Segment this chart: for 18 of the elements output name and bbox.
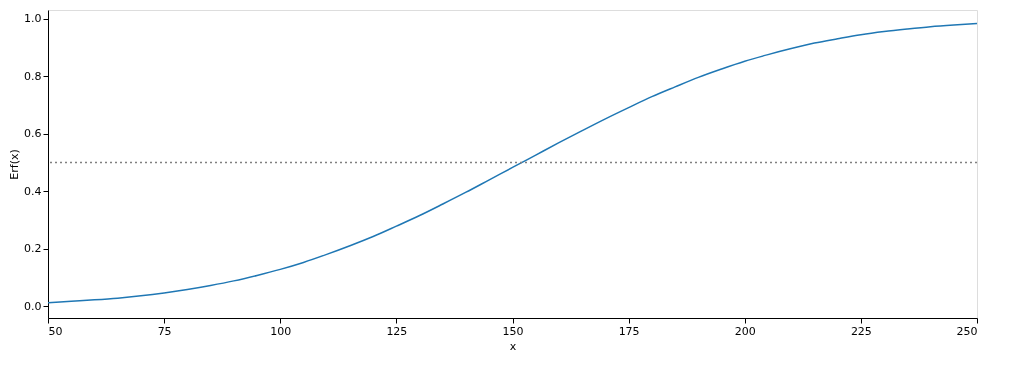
y-tick-label: 1.0 (24, 12, 42, 26)
y-axis-title: Erf(x) (8, 149, 22, 180)
y-tick-label: 0.8 (24, 69, 42, 83)
line-series (48, 22, 977, 304)
x-tick-label: 125 (386, 324, 408, 338)
x-tick-label: 75 (157, 324, 172, 338)
y-tick-label: 0.2 (24, 242, 42, 256)
y-tick-label: 0.6 (24, 127, 42, 141)
y-tick-label: 0.0 (24, 299, 42, 313)
x-axis-title: x (509, 339, 517, 353)
x-tick-label: 200 (734, 324, 756, 338)
x-tick-label: 225 (850, 324, 872, 338)
x-tick-label: 250 (956, 324, 978, 338)
x-tick-label: 100 (270, 324, 292, 338)
y-tick-label: 0.4 (24, 184, 42, 198)
x-tick-label: 150 (502, 324, 524, 338)
x-tick-label: 50 (48, 324, 63, 338)
x-tick-label: 175 (618, 324, 640, 338)
